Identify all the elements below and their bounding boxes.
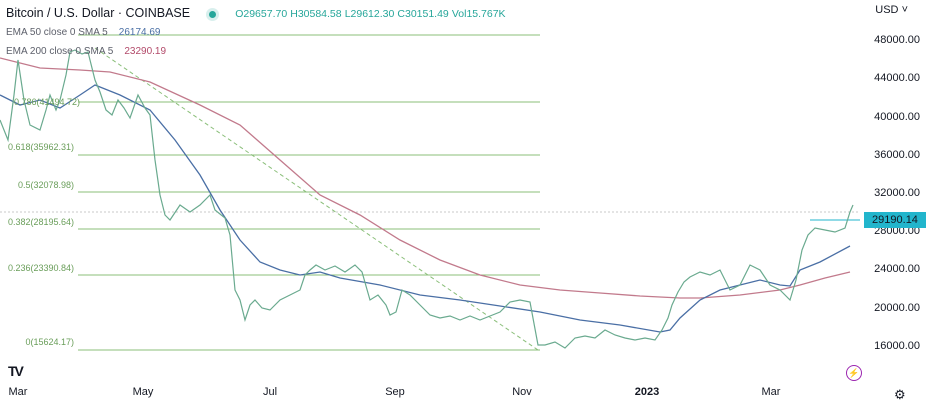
- ohlc-open: O29657.70: [235, 8, 288, 20]
- fib-label-0786: 0.786(41494.72): [13, 97, 80, 107]
- last-price-label: 29190.14: [864, 212, 926, 228]
- time-tick: May: [132, 386, 154, 398]
- ohlc-close: C30151.49: [397, 8, 449, 20]
- fib-label-0: 0(15624.17): [25, 337, 74, 347]
- price-tick: 28000.00: [874, 225, 920, 237]
- time-tick: Sep: [385, 386, 405, 398]
- price-tick: 48000.00: [874, 34, 920, 46]
- indicator-ema-200[interactable]: EMA 200 close 0 SMA 5 23290.19: [6, 42, 506, 61]
- tradingview-logo-icon[interactable]: TV: [8, 363, 24, 379]
- indicator-ema-50[interactable]: EMA 50 close 0 SMA 5 26174.69: [6, 23, 506, 42]
- market-status-icon: [209, 10, 217, 18]
- indicator-value: 23290.19: [124, 46, 167, 57]
- time-tick: Mar: [761, 386, 781, 398]
- indicator-label: EMA 50 close 0 SMA 5: [6, 27, 108, 38]
- ohlc-volume: Vol15.767K: [451, 8, 506, 20]
- symbol-title[interactable]: Bitcoin / U.S. Dollar · COINBASE: [6, 6, 191, 20]
- fibonacci-retracement[interactable]: [78, 34, 540, 351]
- fib-label-0618: 0.618(35962.31): [7, 142, 74, 152]
- price-tick: 16000.00: [874, 340, 920, 352]
- candlesticks[interactable]: [0, 49, 854, 349]
- fib-trend-line[interactable]: [94, 47, 539, 351]
- price-tick: 20000.00: [874, 302, 920, 314]
- price-tick: 24000.00: [874, 263, 920, 275]
- price-tick: 36000.00: [874, 149, 920, 161]
- fib-label-05: 0.5(32078.98): [17, 180, 74, 190]
- gear-icon[interactable]: ⚙: [894, 387, 906, 402]
- time-tick: Nov: [512, 386, 532, 398]
- ohlc-low: L29612.30: [344, 8, 395, 20]
- fib-label-0382: 0.382(28195.64): [7, 217, 74, 227]
- indicator-value: 26174.69: [118, 27, 161, 38]
- indicator-label: EMA 200 close 0 SMA 5: [6, 46, 114, 57]
- time-tick-year: 2023: [634, 386, 660, 398]
- time-tick: Mar: [8, 386, 28, 398]
- price-chart-canvas[interactable]: [0, 0, 860, 417]
- price-tick: 32000.00: [874, 187, 920, 199]
- chart-legend: Bitcoin / U.S. Dollar · COINBASE O29657.…: [6, 4, 506, 61]
- fib-label-0236: 0.236(23390.84): [7, 263, 74, 273]
- ohlc-high: H30584.58: [290, 8, 342, 20]
- lightning-icon[interactable]: ⚡: [846, 365, 862, 381]
- time-tick: Jul: [262, 386, 278, 398]
- ema-50-line: [0, 84, 851, 333]
- price-axis[interactable]: USD ˅ 48000.00 44000.00 40000.00 36000.0…: [850, 0, 930, 417]
- currency-selector[interactable]: USD ˅: [875, 4, 908, 16]
- price-tick: 40000.00: [874, 111, 920, 123]
- price-tick: 44000.00: [874, 72, 920, 84]
- ema-200-line: [0, 57, 851, 299]
